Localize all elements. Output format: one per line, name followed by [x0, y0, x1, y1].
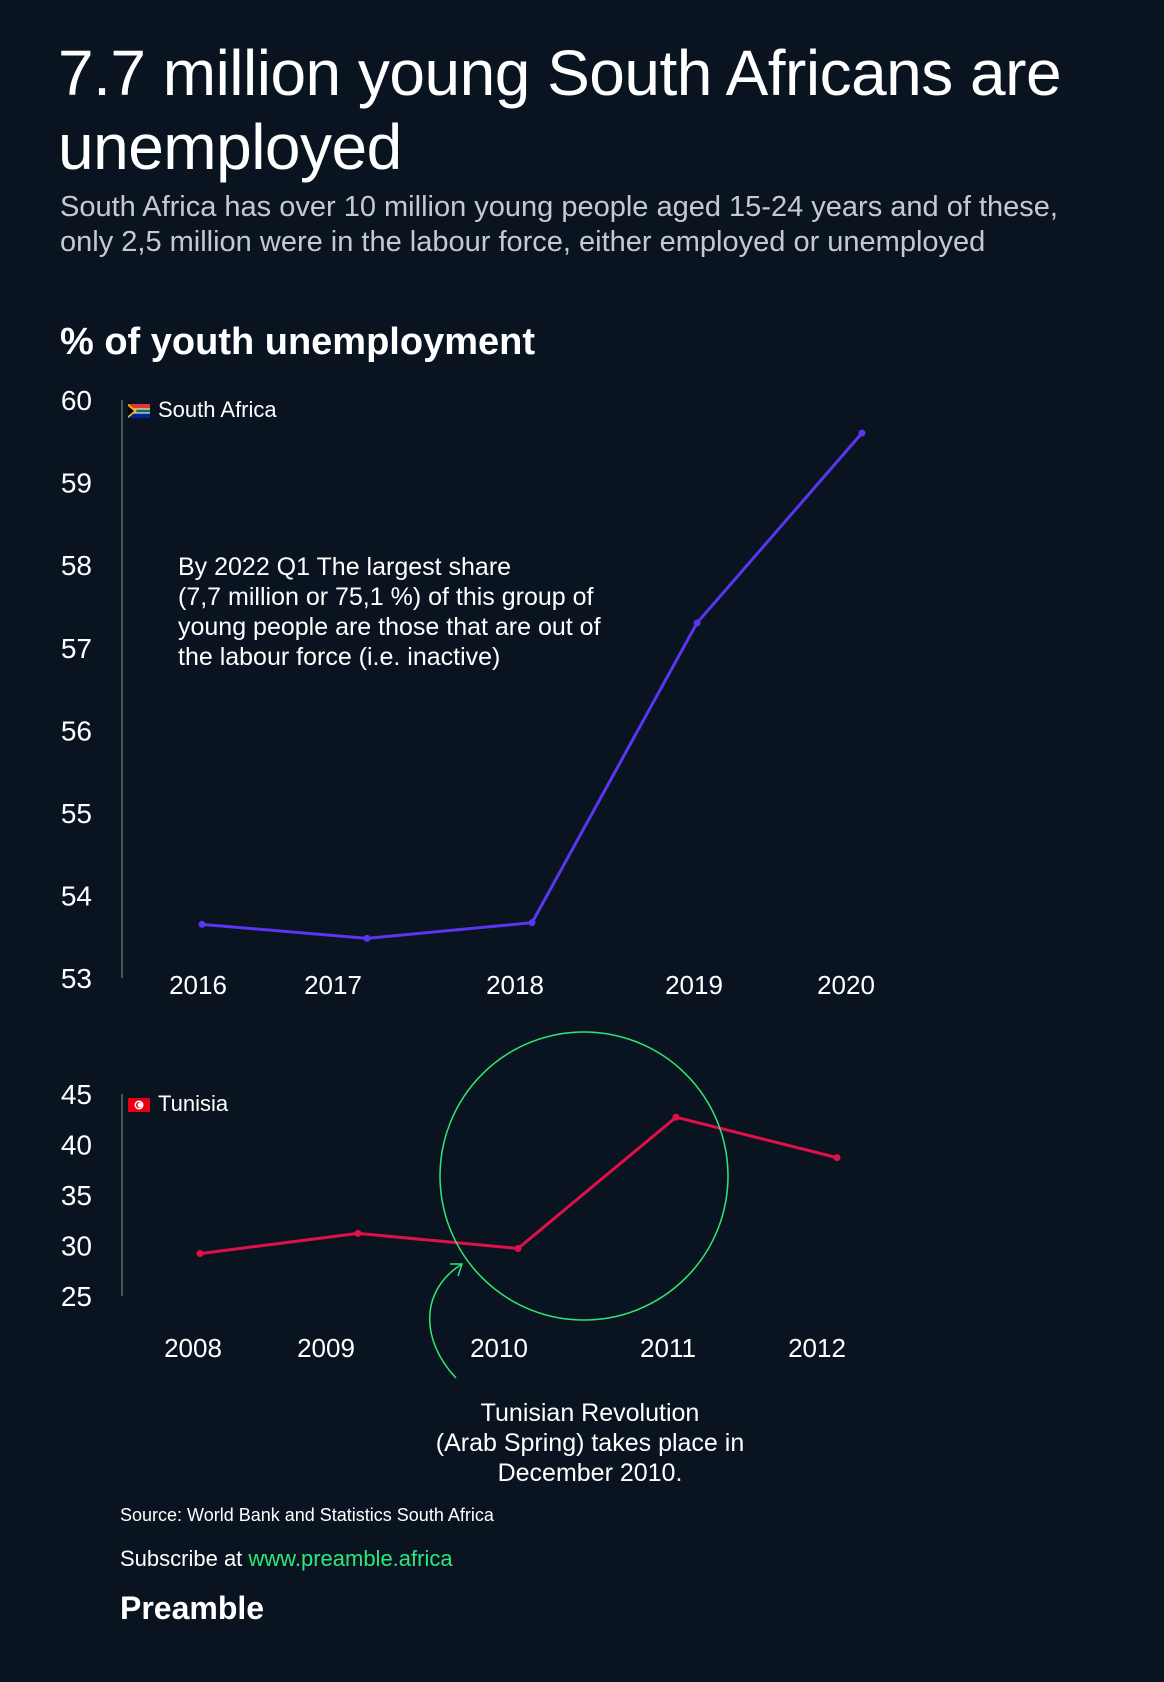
- x-tick-label: 2010: [470, 1333, 528, 1363]
- chart-section-title: % of youth unemployment: [60, 321, 535, 363]
- y-tick-label: 53: [61, 963, 92, 994]
- data-point: [514, 1245, 522, 1253]
- y-tick-label: 35: [61, 1180, 92, 1211]
- x-tick-label: 2009: [297, 1333, 355, 1363]
- y-tick-label: 58: [61, 550, 92, 581]
- x-tick-label: 2017: [304, 970, 362, 1000]
- y-tick-label: 56: [61, 715, 92, 746]
- data-point: [528, 919, 536, 927]
- x-tick-label: 2011: [640, 1333, 696, 1363]
- south-africa-chart: 53 54 55 56 57 58 59 60 2016 2017 2018 2019 2020 Sout…: [61, 385, 875, 1000]
- page-title: 7.7 million young South Africans are une…: [58, 37, 1062, 183]
- series-line: [199, 1115, 838, 1256]
- subscribe-link[interactable]: www.preamble.africa: [248, 1546, 453, 1571]
- y-tick-label: 59: [61, 468, 92, 499]
- data-point: [693, 619, 701, 627]
- x-tick-label: 2018: [486, 970, 544, 1000]
- tunisia-chart: 25 30 35 40 45 2008 2009 2010 2011 2012 Tunisia: [61, 1031, 846, 1379]
- revolution-annotation: Tunisian Revolution (Arab Spring) takes …: [435, 1399, 745, 1487]
- arrow-icon: [429, 1263, 463, 1379]
- x-tick-label: 2019: [665, 970, 723, 1000]
- data-point: [363, 934, 371, 942]
- data-point: [833, 1154, 841, 1162]
- data-point: [672, 1113, 680, 1121]
- tunisia-flag-icon: [128, 1098, 150, 1112]
- x-tick-label: 2012: [788, 1333, 846, 1363]
- subscribe-prefix: Subscribe at: [120, 1546, 249, 1571]
- data-point: [196, 1250, 204, 1258]
- x-tick-label: 2008: [164, 1333, 222, 1363]
- y-tick-label: 54: [61, 881, 92, 912]
- y-tick-label: 55: [61, 798, 92, 829]
- data-point: [354, 1229, 362, 1237]
- y-tick-label: 30: [61, 1231, 92, 1262]
- page-subtitle: South Africa has over 10 million young p…: [60, 191, 1058, 258]
- chart-annotation: By 2022 Q1 The largest share (7,7 millio…: [178, 553, 601, 671]
- x-tick-label: 2016: [169, 970, 227, 1000]
- y-tick-label: 45: [61, 1079, 92, 1110]
- data-point: [198, 920, 206, 928]
- y-tick-label: 40: [61, 1130, 92, 1161]
- data-point: [858, 429, 866, 437]
- subscribe-line: Subscribe at www.preamble.africa: [120, 1546, 453, 1572]
- brand-logo: Preamble: [120, 1590, 265, 1626]
- south-africa-flag-icon: [128, 404, 150, 418]
- series-line: [201, 432, 864, 940]
- highlight-circle: [439, 1031, 729, 1321]
- source-note: Source: World Bank and Statistics South …: [120, 1505, 494, 1525]
- y-tick-label: 60: [61, 385, 92, 416]
- y-tick-label: 57: [61, 633, 92, 664]
- legend-label: South Africa: [158, 397, 277, 422]
- y-tick-label: 25: [61, 1281, 92, 1312]
- arrowhead-icon: [450, 1263, 464, 1277]
- legend-label: Tunisia: [158, 1091, 229, 1116]
- x-tick-label: 2020: [817, 970, 875, 1000]
